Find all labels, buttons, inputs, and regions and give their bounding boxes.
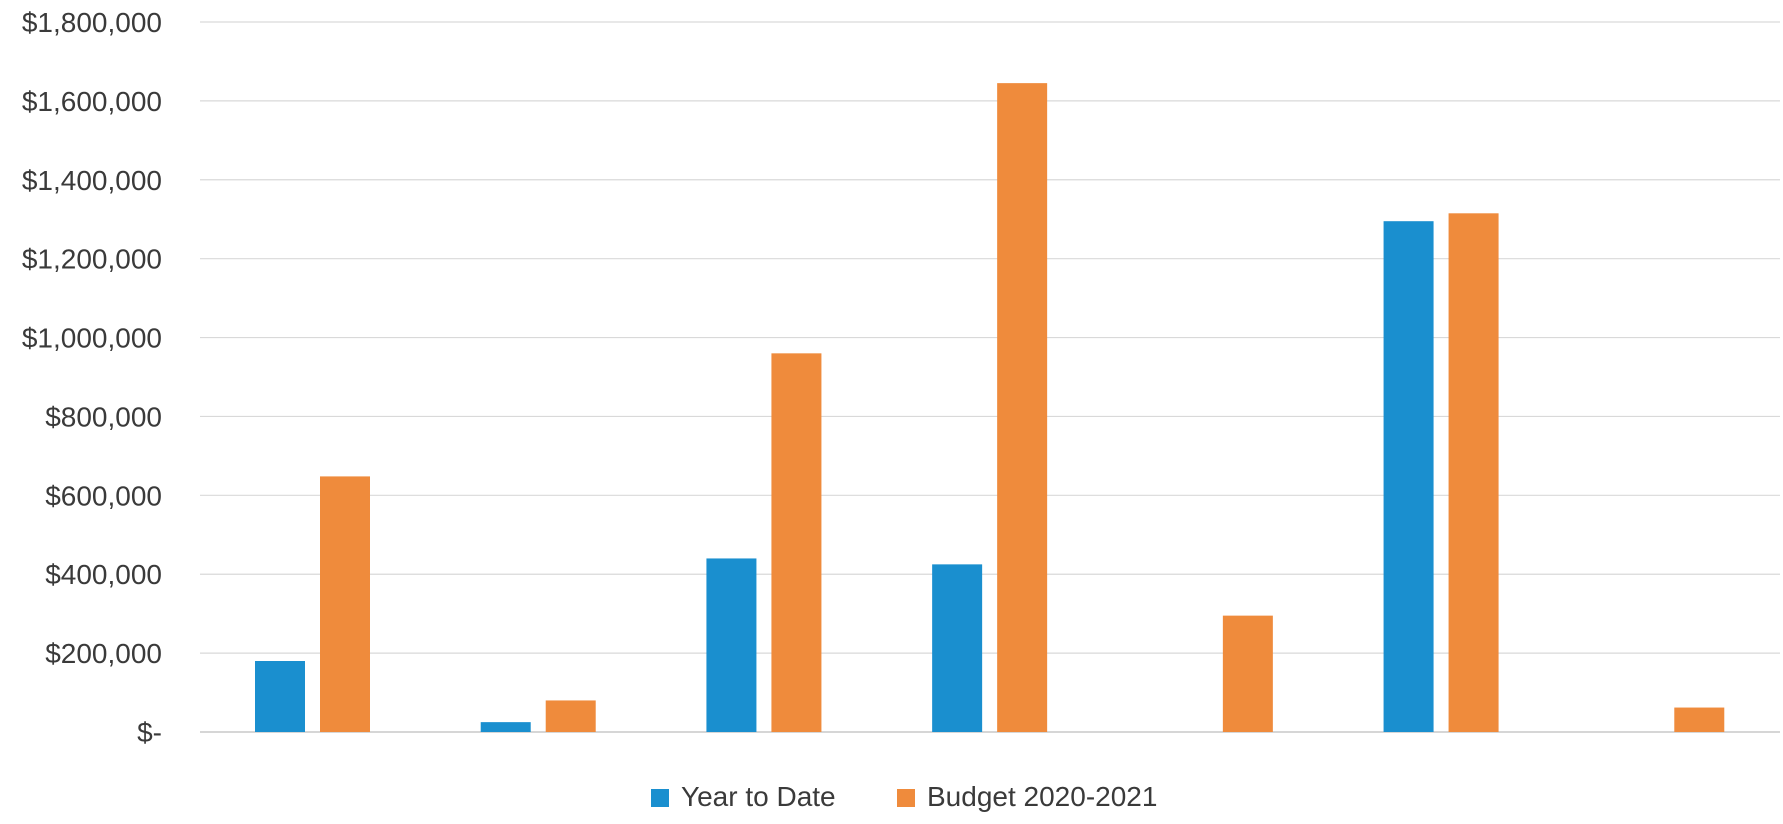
y-tick-label: $800,000 <box>45 401 162 432</box>
bar-year-to-date <box>255 661 305 732</box>
bar-year-to-date <box>480 722 531 732</box>
y-axis-tick-labels: $- $200,000 $400,000 $600,000 $800,000 $1,000… <box>22 7 162 748</box>
y-tick-label: $- <box>137 717 162 748</box>
bar-budget-2020-2021 <box>1222 615 1273 732</box>
bar-budget-2020-2021 <box>320 476 370 732</box>
bars <box>255 83 1725 733</box>
bar-budget-2020-2021 <box>1448 213 1499 733</box>
y-tick-label: $400,000 <box>45 559 162 590</box>
y-tick-label: $1,200,000 <box>22 244 162 275</box>
bar-budget-2020-2021 <box>771 353 822 732</box>
bar-budget-2020-2021 <box>997 83 1048 732</box>
legend-label: Year to Date <box>681 781 836 812</box>
y-tick-label: $1,400,000 <box>22 165 162 196</box>
legend: Year to Date Budget 2020-2021 <box>651 781 1157 812</box>
gridlines <box>200 21 1780 733</box>
y-tick-label: $600,000 <box>45 480 162 511</box>
y-tick-label: $1,800,000 <box>22 7 162 38</box>
bar-budget-2020-2021 <box>545 700 596 732</box>
bar-year-to-date <box>932 564 983 732</box>
bar-year-to-date <box>706 558 757 732</box>
legend-label: Budget 2020-2021 <box>927 781 1157 812</box>
bar-budget-2020-2021 <box>1674 707 1725 732</box>
y-tick-label: $1,000,000 <box>22 323 162 354</box>
y-tick-label: $200,000 <box>45 638 162 669</box>
bar-year-to-date <box>1383 221 1434 732</box>
legend-swatch <box>897 789 915 807</box>
y-tick-label: $1,600,000 <box>22 86 162 117</box>
legend-swatch <box>651 789 669 807</box>
